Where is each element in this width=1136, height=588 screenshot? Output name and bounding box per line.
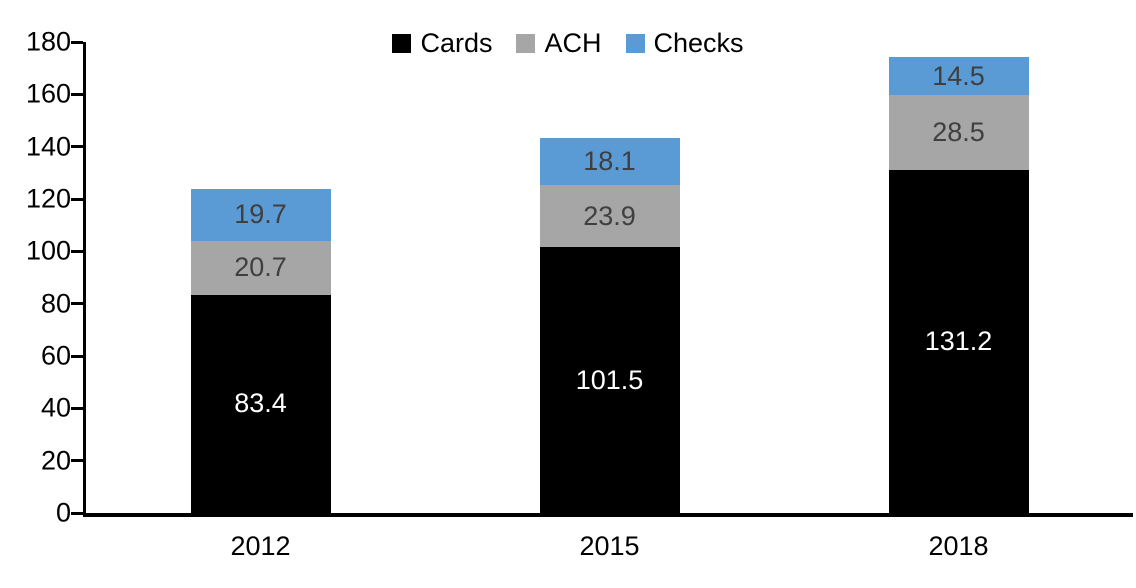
bar-segment-ach-2012: 20.7 [190, 240, 331, 295]
y-axis-tick [71, 459, 83, 463]
bar-segment-checks-2012: 19.7 [190, 189, 331, 241]
y-axis-tick-label: 0 [55, 497, 71, 528]
y-axis-tick-label: 120 [25, 183, 71, 214]
y-axis-tick [71, 92, 83, 96]
y-axis-tick-label: 100 [25, 235, 71, 266]
y-axis-tick-label: 60 [40, 340, 71, 371]
y-axis-tick [71, 145, 83, 149]
y-axis-tick [71, 302, 83, 306]
y-axis-tick [71, 197, 83, 201]
bar-value-label: 19.7 [234, 199, 287, 230]
y-axis-tick [71, 511, 83, 515]
bar-value-label: 18.1 [583, 145, 636, 176]
bar-value-label: 14.5 [932, 60, 985, 91]
bar-segment-checks-2015: 18.1 [539, 137, 680, 185]
bar-value-label: 83.4 [234, 388, 287, 419]
y-axis-tick-label: 80 [40, 288, 71, 319]
bar-value-label: 23.9 [583, 200, 636, 231]
y-axis-tick-label: 20 [40, 445, 71, 476]
x-axis-category-label: 2012 [230, 531, 291, 561]
x-axis-category-label: 2018 [928, 531, 989, 561]
plot-area: 0 20 40 60 80 100 120 140 160 180 83.4 20.7 19.7 101… [26, 28, 1133, 561]
bar-value-label: 20.7 [234, 252, 287, 283]
y-axis-tick [71, 354, 83, 358]
y-axis-line [83, 42, 86, 513]
bar-segment-ach-2018: 28.5 [888, 95, 1029, 170]
bar-segment-checks-2018: 14.5 [888, 57, 1029, 96]
y-axis-tick [71, 406, 83, 410]
bar-segment-cards-2018: 131.2 [888, 169, 1029, 513]
bar-segment-ach-2015: 23.9 [539, 184, 680, 248]
y-axis-tick-label: 40 [40, 392, 71, 423]
bar-value-label: 131.2 [924, 325, 993, 356]
x-axis-category-label: 2015 [579, 531, 640, 561]
bar-segment-cards-2015: 101.5 [539, 247, 680, 513]
x-axis-line [83, 513, 1133, 517]
y-axis-tick [71, 249, 83, 253]
y-axis-tick-label: 180 [25, 26, 71, 57]
bar-value-label: 101.5 [575, 364, 644, 395]
bar-segment-cards-2012: 83.4 [190, 294, 331, 513]
bar-value-label: 28.5 [932, 116, 985, 147]
y-axis-tick-label: 140 [25, 131, 71, 162]
y-axis-tick [71, 40, 83, 44]
y-axis-tick-label: 160 [25, 78, 71, 109]
